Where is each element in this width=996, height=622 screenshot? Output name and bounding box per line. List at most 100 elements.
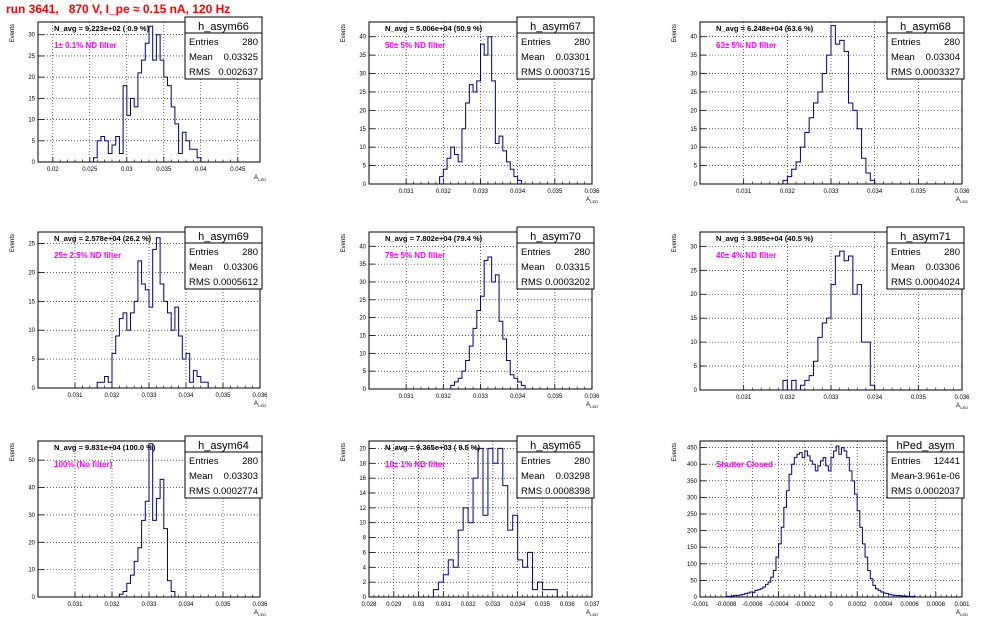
- histogram-bin: [462, 129, 466, 184]
- histogram-bin: [495, 144, 499, 185]
- y-tick-label: 5: [363, 164, 367, 170]
- navg-label: N_avg = 7.802e+04 (79.4 %): [385, 234, 483, 243]
- x-axis-label-subscript: LED: [590, 199, 598, 204]
- x-tick-label: 0.033: [141, 393, 157, 399]
- histogram-bin: [542, 590, 547, 597]
- histogram-bin: [458, 530, 463, 597]
- histogram-bin: [547, 590, 552, 597]
- y-tick-label: 15: [28, 299, 35, 305]
- x-tick-label: 0.036: [560, 602, 576, 608]
- navg-label: N_avg = 9.365e+03 ( 9.5 %): [385, 443, 481, 452]
- filter-label: 25± 2.5% ND filter: [54, 251, 121, 260]
- x-tick-label: -0.0006: [742, 602, 763, 608]
- y-tick-label: 40: [28, 486, 35, 492]
- histogram-bin: [123, 313, 127, 388]
- histogram-bin: [813, 464, 816, 597]
- histogram-bin: [182, 359, 186, 388]
- histogram-bin: [454, 155, 458, 184]
- histogram-bin: [533, 590, 538, 597]
- y-tick-label: 20: [690, 108, 697, 114]
- y-tick-label: 10: [690, 145, 697, 151]
- histogram-panel-h_asym69: 0.031 0.032 0.033 0.034 0.035 0.036 0 5 10 15 20 25…: [10, 226, 268, 408]
- x-axis-label: A: [956, 610, 960, 616]
- histogram-bin: [834, 451, 837, 597]
- histogram-bin: [805, 451, 808, 597]
- x-tick-label: 0.034: [178, 393, 194, 399]
- x-tick-label: 0.032: [780, 189, 796, 195]
- x-tick-label: 0.001: [954, 602, 970, 608]
- histogram-bin: [523, 567, 528, 597]
- stats-title: h_asym65: [530, 440, 581, 452]
- histogram-outline: [439, 36, 522, 184]
- histogram-bin: [201, 382, 205, 388]
- y-tick-label: 5: [363, 369, 367, 375]
- stats-box: [516, 16, 595, 80]
- navg-label: N_avg = 9.223e+02 ( 0.9 %): [54, 24, 150, 33]
- histogram-bin: [469, 346, 473, 389]
- filter-label: 79± 5% ND filter: [385, 251, 445, 260]
- histogram-bin: [810, 461, 813, 597]
- histogram-bin: [149, 307, 153, 388]
- histogram-bin: [168, 86, 172, 162]
- histogram-bin: [473, 478, 478, 597]
- stats-value-entries: 280: [944, 37, 960, 48]
- histogram-bin: [849, 471, 852, 597]
- stats-value-rms: 0.0008398: [545, 486, 590, 497]
- x-axis-label-subscript: LED: [258, 403, 266, 408]
- histogram-bin: [116, 137, 120, 162]
- stats-key-rms: RMS: [891, 277, 912, 288]
- stats-key-rms: RMS: [189, 277, 210, 288]
- y-tick-label: 30: [28, 513, 35, 519]
- histogram-bin: [484, 55, 488, 184]
- histogram-bin: [447, 158, 451, 184]
- y-tick-label: 25: [359, 90, 366, 96]
- y-tick-label: 20: [359, 108, 366, 114]
- y-tick-label: 20: [359, 446, 366, 452]
- y-tick-label: 18: [359, 461, 366, 467]
- y-tick-label: 15: [359, 127, 366, 133]
- histogram-bin: [156, 498, 160, 597]
- stats-box: [886, 226, 965, 290]
- y-tick-label: 400: [687, 462, 698, 468]
- histogram-bin: [123, 592, 127, 597]
- histogram-bin: [792, 380, 796, 390]
- histogram-bin: [488, 448, 493, 597]
- x-tick-label: 0.025: [82, 167, 98, 173]
- x-axis-label-subscript: LED: [960, 199, 968, 204]
- stats-key-mean: Mean: [189, 471, 213, 482]
- stats-value-mean: 0.03325: [224, 52, 258, 63]
- filter-label: 100% (No filter): [54, 460, 113, 469]
- histogram-bin: [853, 110, 857, 184]
- y-tick-label: 5: [32, 357, 36, 363]
- histogram-bin: [495, 275, 499, 389]
- stats-key-rms: RMS: [189, 67, 210, 78]
- stats-box: [184, 226, 263, 290]
- histogram-bin: [807, 456, 810, 597]
- x-tick-label: 0.036: [584, 394, 600, 400]
- y-tick-label: 30: [28, 33, 35, 39]
- x-axis-label: A: [254, 610, 258, 616]
- histogram-bin: [466, 360, 470, 389]
- histogram-bin: [822, 74, 826, 184]
- histogram-bin: [112, 145, 116, 162]
- x-tick-label: 0.032: [104, 602, 120, 608]
- stats-title: h_asym64: [198, 440, 249, 452]
- x-axis-label: A: [956, 197, 960, 203]
- stats-value-mean: 0.03303: [224, 471, 258, 482]
- x-tick-label: 0.028: [361, 602, 377, 608]
- stats-value-entries: 280: [574, 456, 590, 467]
- histogram-bin: [484, 261, 488, 389]
- histogram-bin: [822, 323, 826, 390]
- x-tick-label: 0.031: [736, 395, 752, 401]
- histogram-outline: [450, 256, 526, 389]
- x-axis-label-subscript: LED: [590, 612, 598, 617]
- histogram-bin: [844, 261, 848, 390]
- histogram-bin: [797, 454, 800, 597]
- y-tick-label: 8: [363, 536, 367, 542]
- histogram-bin: [870, 180, 874, 184]
- y-tick-label: 30: [359, 280, 366, 286]
- histogram-bin: [508, 530, 513, 597]
- histogram-bin: [443, 169, 447, 184]
- histogram-outline: [782, 25, 876, 184]
- histogram-bin: [831, 458, 834, 597]
